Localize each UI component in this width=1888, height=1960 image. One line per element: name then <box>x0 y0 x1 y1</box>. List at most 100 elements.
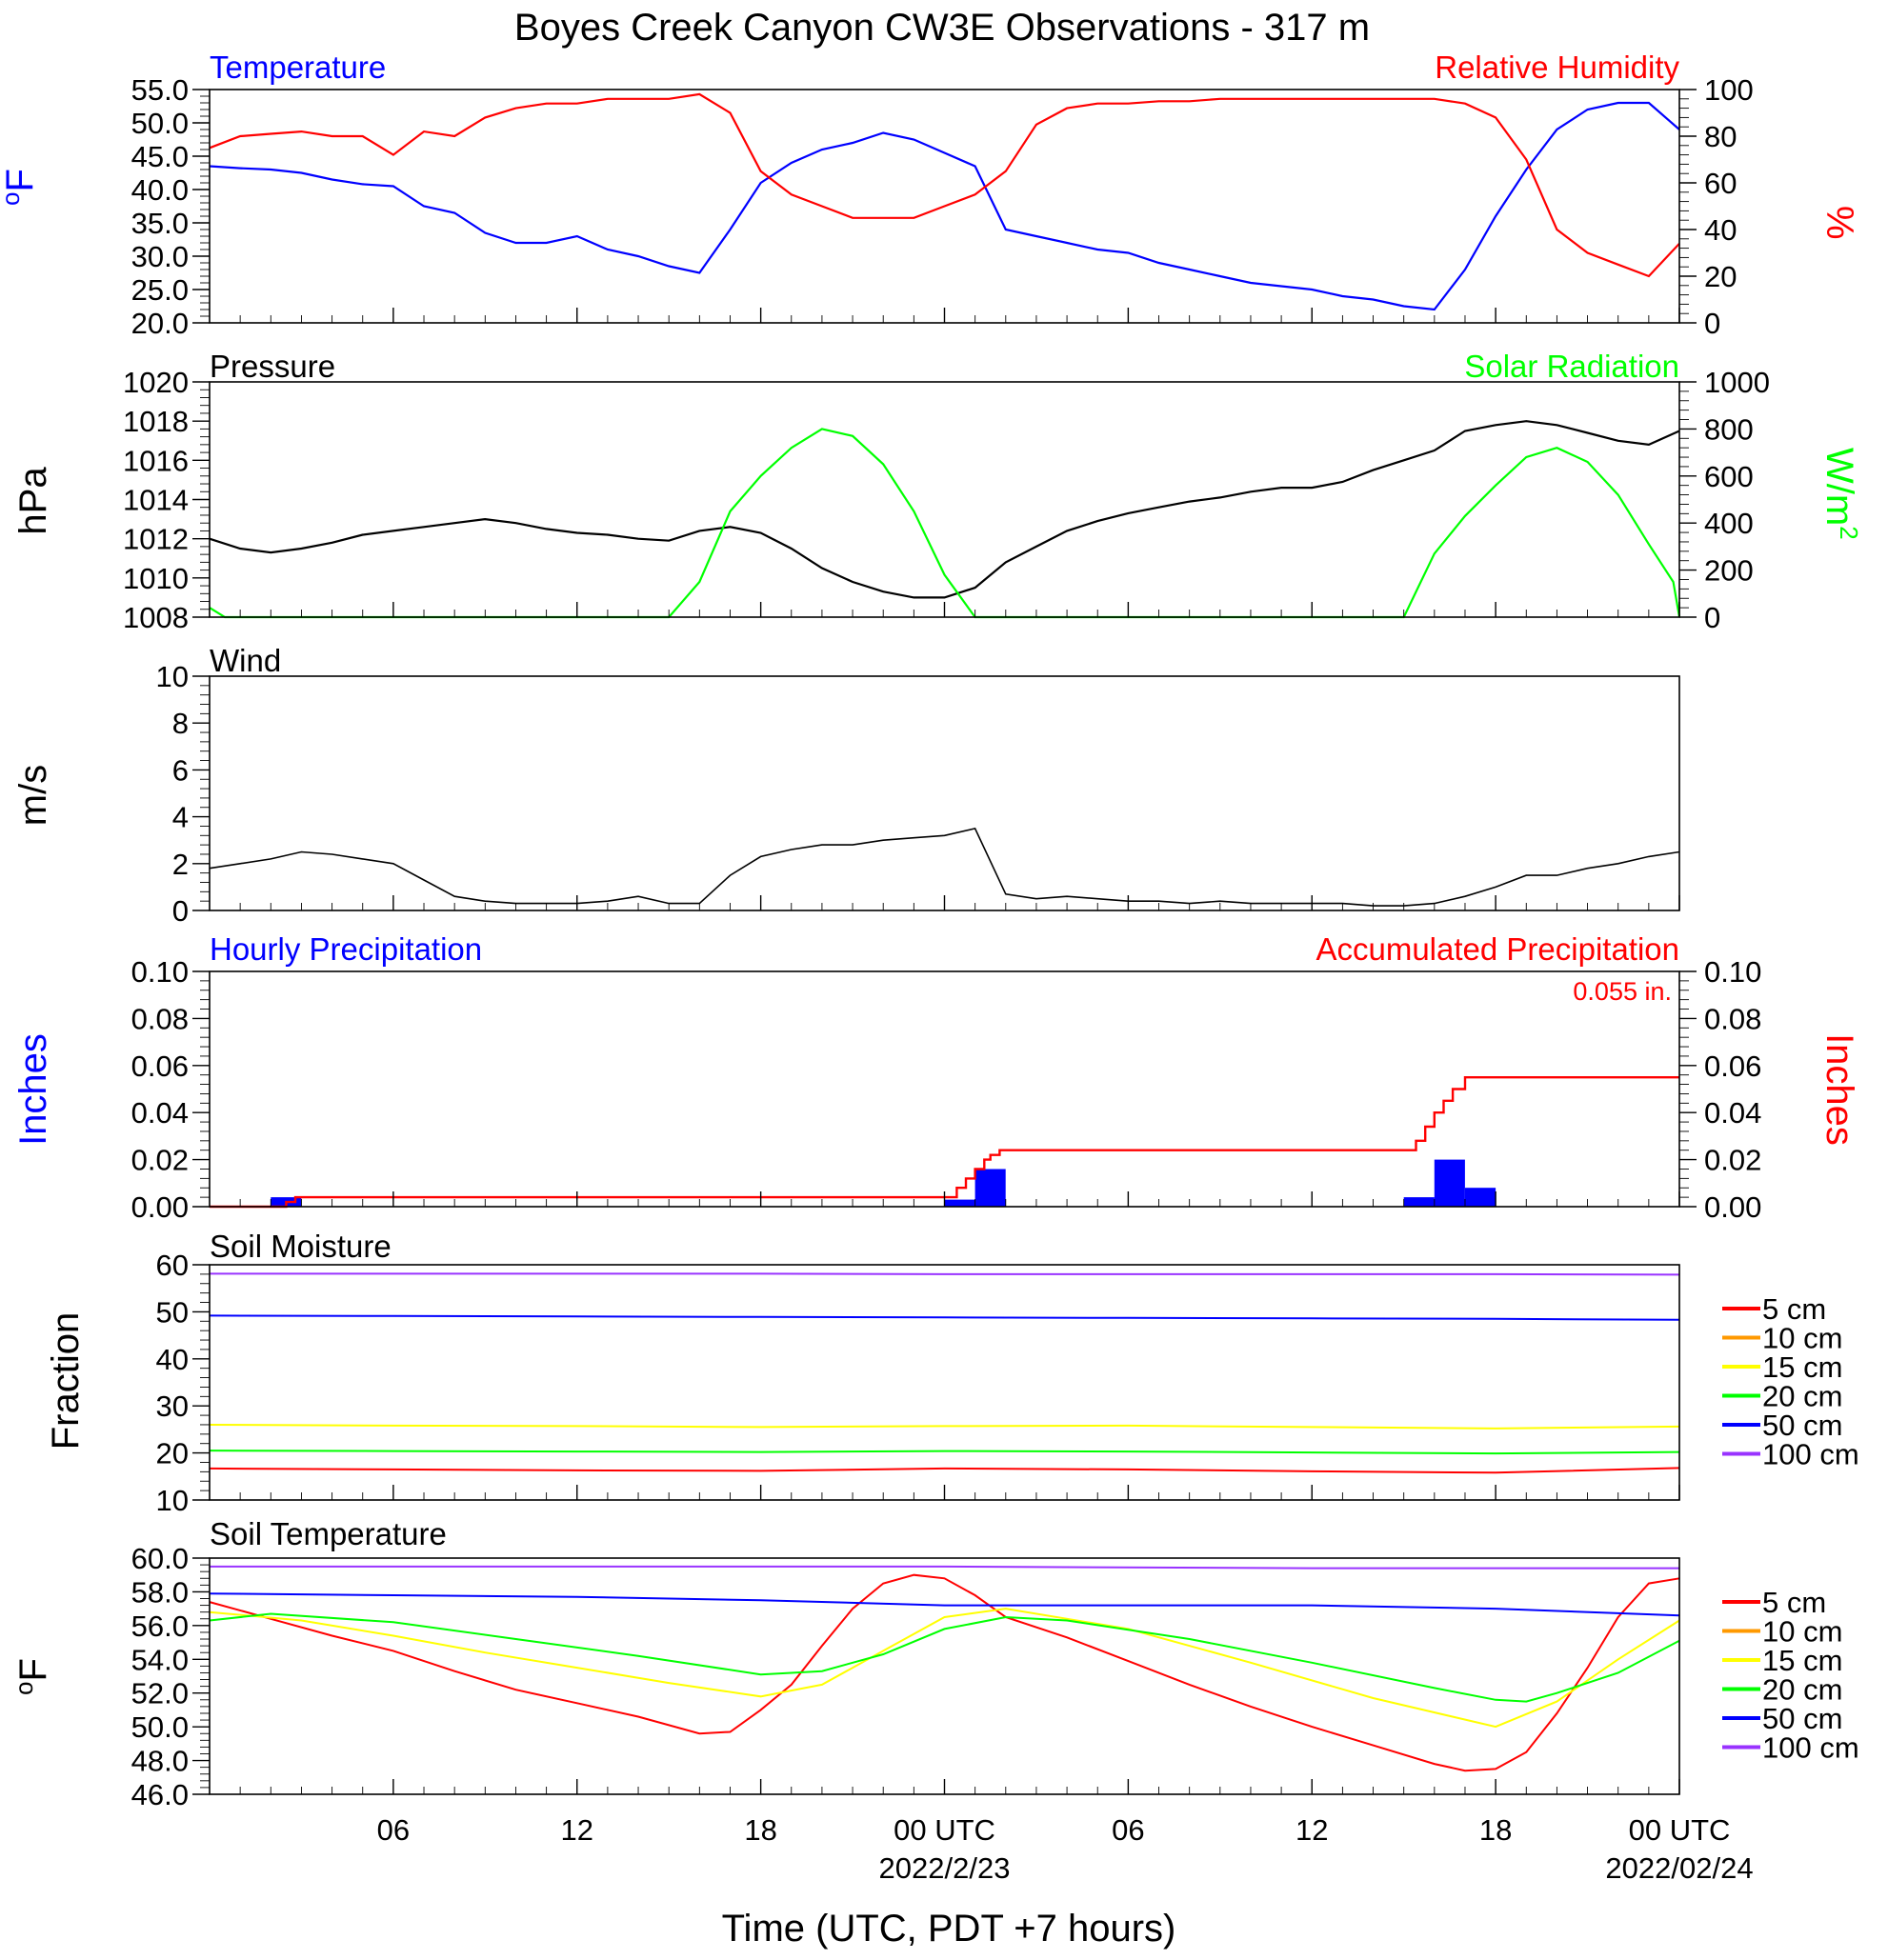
soil-temp-ticks: 46.048.050.052.054.056.058.060.0 <box>131 1542 210 1811</box>
soil-15-cm-line <box>209 1608 1680 1729</box>
left-tick-label: 8 <box>172 707 189 740</box>
right-tick-label: 200 <box>1704 554 1754 588</box>
left-tick-label: 2 <box>172 848 189 881</box>
solar-title: Solar Radiation <box>1464 349 1679 384</box>
solar-unit-label: W/m2 <box>1818 448 1863 540</box>
panel-soil-temp: Soil Temperature oF 46.048.050.052.054.0… <box>10 1516 1859 1811</box>
left-tick-label: 0 <box>172 894 189 928</box>
left-tick-label: 50 <box>156 1295 189 1329</box>
accum-precip-title: Accumulated Precipitation <box>1316 931 1679 967</box>
right-tick-label: 0 <box>1704 601 1720 634</box>
temp-unit-label: oF <box>0 169 41 206</box>
left-tick-label: 25.0 <box>131 273 189 307</box>
x-date-label: 2022/2/23 <box>879 1851 1011 1885</box>
left-tick-label: 35.0 <box>131 207 189 240</box>
left-tick-label: 40 <box>156 1343 189 1376</box>
hourly-precip-bar <box>1434 1159 1465 1207</box>
left-tick-label: 30.0 <box>131 240 189 273</box>
right-tick-label: 100 <box>1704 73 1754 107</box>
soil-50-cm-line <box>209 1314 1680 1321</box>
precip-series <box>210 1076 1679 1209</box>
legend-label: 50 cm <box>1762 1702 1842 1735</box>
precip-left-ticks: 0.00 0.02 0.04 0.06 0.08 0.10 <box>131 955 210 1224</box>
right-tick-label: 40 <box>1704 213 1737 247</box>
left-tick-label: 0.10 <box>131 955 189 989</box>
solar-ticks: 0 200 400 600 800 1000 <box>1679 366 1770 634</box>
rh-unit-label: % <box>1818 206 1860 240</box>
right-tick-label: 0.08 <box>1704 1002 1761 1035</box>
left-tick-label: 52.0 <box>131 1677 189 1710</box>
wind-ticks: 0 2 4 6 8 10 <box>156 660 210 928</box>
left-tick-label: 6 <box>172 753 189 787</box>
panel-precip: Hourly Precipitation Accumulated Precipi… <box>12 931 1860 1224</box>
pressure-ticks: 1008 1010 1012 1014 1016 1018 1020 <box>123 366 210 634</box>
hourly-precip-bar <box>1465 1188 1496 1207</box>
left-tick-label: 20.0 <box>131 307 189 340</box>
x-axis: 06 12 18 00 UTC 2022/2/23 06 12 18 00 UTC 2022/02… <box>239 308 1754 1885</box>
left-tick-label: 1016 <box>123 444 189 477</box>
hourly-precip-bar <box>944 1199 975 1207</box>
legend-label: 20 cm <box>1762 1673 1842 1707</box>
temp-ticks: 20.025.030.035.040.045.050.055.0 <box>131 73 210 340</box>
right-tick-label: 800 <box>1704 412 1754 446</box>
legend-label: 20 cm <box>1762 1380 1842 1413</box>
figure-title: Boyes Creek Canyon CW3E Observations - 3… <box>514 7 1370 49</box>
x-tick-label: 00 UTC <box>894 1813 995 1847</box>
x-tick-label: 18 <box>744 1813 776 1847</box>
accumulated-precip-line <box>210 1076 1679 1209</box>
legend-label: 10 cm <box>1762 1322 1842 1355</box>
left-tick-label: 1020 <box>123 366 189 399</box>
x-tick-label: 12 <box>1295 1813 1328 1847</box>
panel-soil-moisture: Soil Moisture Fraction 10 20 30 40 50 60 5 cm… <box>45 1229 1859 1517</box>
left-tick-label: 30 <box>156 1390 189 1423</box>
x-tick-label: 06 <box>377 1813 410 1847</box>
soil-moisture-series <box>209 1272 1680 1474</box>
soil-15-cm-line <box>209 1424 1680 1430</box>
right-tick-label: 1000 <box>1704 366 1770 399</box>
left-tick-label: 10 <box>156 660 189 693</box>
right-tick-label: 20 <box>1704 260 1737 293</box>
panel-pressure-solar: Pressure Solar Radiation hPa W/m2 100810… <box>12 349 1863 634</box>
legend-label: 15 cm <box>1762 1350 1842 1384</box>
accum-precip-total: 0.055 in. <box>1573 977 1672 1006</box>
rh-ticks: 0 20 40 60 80 100 <box>1679 73 1754 340</box>
pressure-title: Pressure <box>210 349 335 384</box>
soil-moisture-unit-label: Fraction <box>45 1312 87 1450</box>
left-tick-label: 40.0 <box>131 173 189 207</box>
x-tick-label: 18 <box>1479 1813 1512 1847</box>
right-tick-label: 60 <box>1704 167 1737 200</box>
legend-label: 100 cm <box>1762 1438 1859 1471</box>
left-tick-label: 0.00 <box>131 1190 189 1224</box>
x-tick-label: 00 UTC <box>1629 1813 1731 1847</box>
left-tick-label: 56.0 <box>131 1610 189 1643</box>
x-axis-title: Time (UTC, PDT +7 hours) <box>722 1908 1176 1950</box>
x-date-label: 2022/02/24 <box>1605 1851 1753 1885</box>
soil-5-cm-line <box>209 1573 1680 1772</box>
legend-label: 50 cm <box>1762 1409 1842 1442</box>
x-tick-label: 12 <box>561 1813 593 1847</box>
left-tick-label: 1012 <box>123 523 189 556</box>
legend-label: 15 cm <box>1762 1644 1842 1677</box>
left-tick-label: 50.0 <box>131 107 189 140</box>
precip-right-unit-label: Inches <box>1818 1033 1860 1146</box>
left-tick-label: 0.06 <box>131 1050 189 1083</box>
right-tick-label: 0 <box>1704 307 1720 340</box>
soil-moisture-title: Soil Moisture <box>210 1229 392 1264</box>
wind-unit-label: m/s <box>12 765 54 826</box>
temperature-line <box>209 101 1680 311</box>
right-tick-label: 400 <box>1704 507 1754 540</box>
right-tick-label: 80 <box>1704 120 1737 153</box>
pressure-unit-label: hPa <box>12 467 54 535</box>
pressure-solar-series <box>209 420 1681 619</box>
right-tick-label: 0.10 <box>1704 955 1761 989</box>
left-tick-label: 48.0 <box>131 1745 189 1778</box>
hourly-precip-bar <box>974 1169 1006 1207</box>
legend-label: 5 cm <box>1762 1586 1826 1619</box>
hourly-precip-title: Hourly Precipitation <box>210 931 482 967</box>
legend-label: 5 cm <box>1762 1292 1826 1326</box>
right-tick-label: 0.06 <box>1704 1050 1761 1083</box>
left-tick-label: 4 <box>172 801 189 834</box>
